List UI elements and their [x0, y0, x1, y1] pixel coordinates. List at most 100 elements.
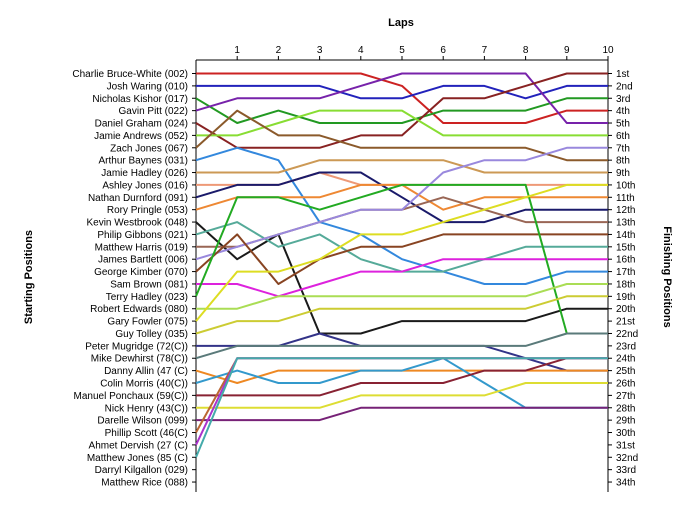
finishing-position-label: 10th [616, 180, 635, 191]
lap-tick-label: 9 [564, 45, 570, 56]
driver-position-line [196, 283, 608, 310]
driver-position-line [195, 146, 608, 285]
finishing-position-label: 19th [616, 292, 635, 303]
starting-position-label: Rory Pringle (053) [107, 205, 188, 216]
finishing-position-label: 14th [616, 230, 635, 241]
starting-position-label: Kevin Westbrook (048) [86, 218, 188, 229]
driver-position-line [195, 72, 608, 124]
finishing-position-label: 32nd [616, 453, 638, 464]
left-axis-title: Starting Positions [23, 230, 35, 324]
finishing-position-label: 24th [616, 354, 635, 365]
driver-position-line [196, 357, 608, 397]
starting-position-label: Gary Fowler (075) [107, 317, 188, 328]
starting-position-label: Nathan Durnford (091) [88, 193, 188, 204]
starting-position-label: Matthew Harris (019) [95, 242, 188, 253]
starting-position-label: Sam Brown (081) [110, 279, 188, 290]
starting-position-label: Robert Edwards (080) [90, 304, 188, 315]
lap-tick-label: 4 [358, 45, 364, 56]
finishing-position-label: 34th [616, 478, 635, 489]
finishing-position-label: 26th [616, 379, 635, 390]
starting-position-label: Terry Hadley (023) [106, 292, 188, 303]
finishing-position-label: 3rd [616, 94, 630, 105]
driver-position-line [195, 109, 608, 162]
starting-position-label: Danny Allin (47 (C) [104, 366, 188, 377]
starting-position-label: Phillip Scott (46(C) [105, 428, 188, 439]
starting-position-label: Ahmet Dervish (27 (C) [89, 440, 188, 451]
lap-tick-label: 6 [440, 45, 446, 56]
starting-position-label: Philip Gibbons (021) [97, 230, 188, 241]
driver-position-line [195, 183, 608, 322]
starting-position-label: Ashley Jones (016) [102, 180, 188, 191]
starting-position-label: Jamie Hadley (026) [101, 168, 188, 179]
starting-position-label: Colin Morris (40(C)) [100, 379, 188, 390]
lap-tick-label: 7 [482, 45, 488, 56]
starting-position-labels: Charlie Bruce-White (002)Josh Waring (01… [72, 69, 188, 489]
starting-position-label: Mike Dewhirst (78(C)) [91, 354, 188, 365]
finishing-position-label: 8th [616, 156, 630, 167]
starting-position-label: Manuel Ponchaux (59(C)) [74, 391, 189, 402]
starting-position-label: Nicholas Kishor (017) [92, 94, 188, 105]
finishing-position-label: 27th [616, 391, 635, 402]
right-axis-title: Finishing Positions [661, 226, 673, 327]
driver-position-line [196, 84, 608, 100]
starting-position-label: George Kimber (070) [94, 267, 188, 278]
driver-position-line [195, 72, 608, 149]
starting-position-label: Gavin Pitt (022) [119, 106, 188, 117]
lap-tick-label: 10 [602, 45, 614, 56]
finishing-position-label: 18th [616, 279, 635, 290]
finishing-position-label: 25th [616, 366, 635, 377]
lap-tick-label: 5 [399, 45, 405, 56]
finishing-position-label: 28th [616, 403, 635, 414]
finishing-position-label: 31st [616, 440, 635, 451]
starting-position-label: Darryl Kilgallon (029) [95, 465, 188, 476]
lap-tick-labels: 1 2 3 4 5 6 7 8 9 10 [234, 45, 614, 56]
finishing-position-label: 15th [616, 242, 635, 253]
driver-position-line [195, 221, 608, 335]
driver-position-line [195, 332, 608, 360]
starting-position-label: Guy Tolley (035) [115, 329, 188, 340]
finishing-position-label: 23rd [616, 341, 636, 352]
lap-tick-label: 3 [317, 45, 323, 56]
starting-position-label: Darelle Wilson (099) [97, 416, 188, 427]
driver-position-line [196, 406, 608, 422]
finishing-position-label: 4th [616, 106, 630, 117]
finishing-position-label: 9th [616, 168, 630, 179]
finishing-position-label: 6th [616, 131, 630, 142]
driver-position-line [195, 295, 608, 335]
finishing-position-label: 17th [616, 267, 635, 278]
finishing-position-label: 12th [616, 205, 635, 216]
x-axis-title: Laps [388, 17, 414, 29]
finishing-position-label: 1st [616, 69, 630, 80]
driver-position-line [195, 183, 608, 335]
starting-position-label: Charlie Bruce-White (002) [72, 69, 188, 80]
lap-tick-label: 2 [276, 45, 282, 56]
finishing-position-label: 7th [616, 143, 630, 154]
driver-position-line [195, 171, 608, 224]
finishing-position-label: 29th [616, 416, 635, 427]
starting-position-label: Peter Mugridge (72(C)) [85, 341, 188, 352]
starting-position-label: Arthur Baynes (031) [99, 156, 189, 167]
finishing-position-label: 33rd [616, 465, 636, 476]
driver-position-line [195, 146, 608, 261]
lap-tick-label: 8 [523, 45, 529, 56]
starting-position-label: Nick Henry (43(C)) [105, 403, 188, 414]
finishing-position-label: 20th [616, 304, 635, 315]
starting-position-label: Jamie Andrews (052) [94, 131, 188, 142]
finishing-position-label: 30th [616, 428, 635, 439]
finishing-position-label: 16th [616, 255, 635, 266]
position-lines [195, 72, 608, 458]
starting-position-label: Josh Waring (010) [107, 81, 188, 92]
finishing-position-label: 11th [616, 193, 635, 204]
driver-position-line [196, 159, 608, 174]
finishing-position-label: 2nd [616, 81, 633, 92]
finishing-position-label: 21st [616, 317, 635, 328]
starting-position-label: Matthew Jones (85 (C) [87, 453, 188, 464]
starting-position-label: James Bartlett (006) [98, 255, 188, 266]
driver-position-line [195, 97, 608, 124]
driver-position-line [196, 258, 608, 298]
driver-position-line [195, 357, 608, 458]
finishing-position-label: 5th [616, 119, 630, 130]
starting-position-label: Zach Jones (067) [110, 143, 188, 154]
